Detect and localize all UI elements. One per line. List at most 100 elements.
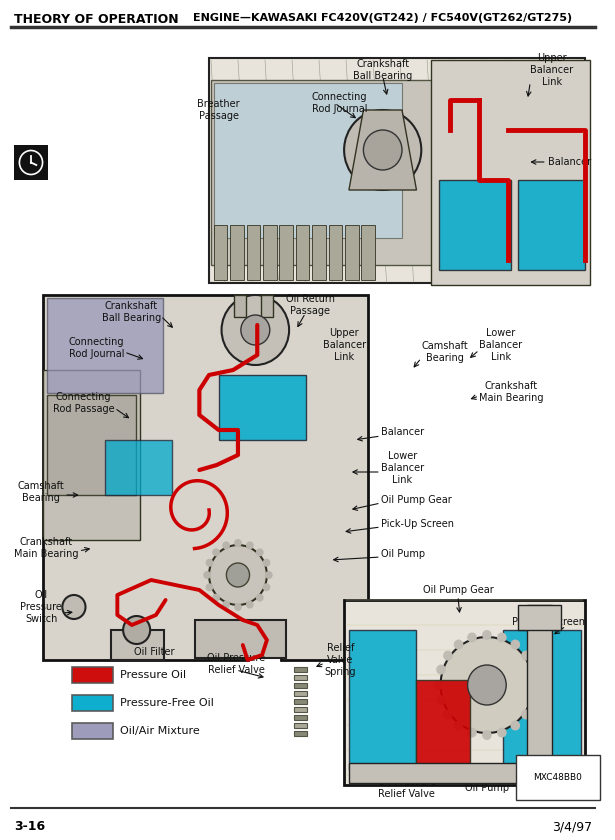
Circle shape [222,542,230,549]
Text: Balancer: Balancer [381,427,424,437]
Bar [214,225,228,280]
Circle shape [434,680,443,690]
Bar [294,699,308,704]
Bar [209,58,585,283]
Bar [349,630,416,770]
Circle shape [212,594,220,601]
Text: Crankshaft
Ball Bearing: Crankshaft Ball Bearing [353,59,412,81]
Text: Pressure Oil: Pressure Oil [121,670,186,680]
Bar [230,225,244,280]
Text: Connecting
Rod Passage: Connecting Rod Passage [53,392,114,414]
Text: Pick-Up Screen: Pick-Up Screen [381,519,454,529]
Bar [328,225,342,280]
Bar [72,695,113,711]
Circle shape [263,559,271,567]
Bar [111,630,164,660]
Bar [294,715,308,720]
Circle shape [263,583,271,591]
Circle shape [234,603,242,611]
Circle shape [510,721,520,731]
Bar [294,667,308,672]
Circle shape [482,630,492,640]
Text: Lower
Balancer
Link: Lower Balancer Link [381,451,424,485]
Bar [14,145,48,180]
Bar [211,80,433,265]
Circle shape [20,150,42,175]
Bar [247,225,260,280]
Text: Oil Pump: Oil Pump [381,549,425,559]
Circle shape [528,664,538,675]
Circle shape [256,549,264,556]
Text: Pick-Up Screen: Pick-Up Screen [512,617,585,627]
Text: Upper
Balancer
Link: Upper Balancer Link [530,54,573,87]
Bar [47,395,136,495]
Circle shape [510,639,520,649]
Circle shape [436,664,446,675]
Bar [349,763,581,783]
Circle shape [363,130,402,170]
Text: Camshaft
Bearing: Camshaft Bearing [421,341,468,363]
Text: 3/4/97: 3/4/97 [552,820,592,833]
Bar [294,723,308,728]
Circle shape [256,594,264,601]
Bar [503,630,581,770]
Bar [296,225,309,280]
Text: Oil Pump Gear: Oil Pump Gear [423,585,493,595]
Circle shape [482,730,492,740]
Text: Pressure-Free Oil: Pressure-Free Oil [121,698,214,708]
Bar [431,60,590,285]
Bar [47,298,163,393]
Text: Connecting
Rod Journal: Connecting Rod Journal [69,337,124,359]
Circle shape [440,637,533,733]
Text: Oil Pump Gear: Oil Pump Gear [381,495,451,505]
Circle shape [203,571,211,579]
Bar [312,225,326,280]
Text: Crankshaft
Main Bearing: Crankshaft Main Bearing [479,381,544,403]
Circle shape [528,696,538,706]
Circle shape [497,727,507,738]
Circle shape [436,696,446,706]
Text: Balancer: Balancer [548,157,591,167]
Text: MXC48BB0: MXC48BB0 [534,773,582,782]
Circle shape [454,639,463,649]
Bar [362,225,375,280]
Text: Crankshaft
Main Bearing: Crankshaft Main Bearing [14,538,79,559]
Bar [294,707,308,712]
Circle shape [226,563,250,587]
Bar [72,723,113,739]
Text: Oil Pressure
Relief Valve: Oil Pressure Relief Valve [378,777,436,799]
Circle shape [246,542,253,549]
Circle shape [467,633,477,643]
Bar [234,295,245,317]
Bar [261,295,272,317]
Text: Oil
Pressure
Switch: Oil Pressure Switch [20,591,62,623]
Circle shape [123,616,150,644]
Circle shape [241,315,270,345]
Bar [294,691,308,696]
Bar [219,375,306,440]
Circle shape [530,680,540,690]
Circle shape [246,601,253,608]
Bar [43,370,140,540]
Text: Camshaft
Bearing: Camshaft Bearing [17,481,65,503]
Bar [105,440,172,495]
Circle shape [62,595,85,619]
Circle shape [521,710,531,719]
Bar [416,680,469,770]
Bar [294,683,308,688]
Bar [214,83,402,238]
Bar [345,225,359,280]
Polygon shape [43,295,368,660]
Circle shape [205,583,213,591]
Circle shape [222,601,230,608]
Bar [279,225,293,280]
Bar [263,225,277,280]
Circle shape [521,651,531,660]
Circle shape [209,545,267,605]
Circle shape [212,549,220,556]
Text: Oil/Air Mixture: Oil/Air Mixture [121,726,200,736]
Circle shape [497,633,507,643]
Text: Oil Filter: Oil Filter [133,647,174,657]
Text: Lower
Balancer
Link: Lower Balancer Link [479,328,522,361]
Circle shape [344,110,421,190]
